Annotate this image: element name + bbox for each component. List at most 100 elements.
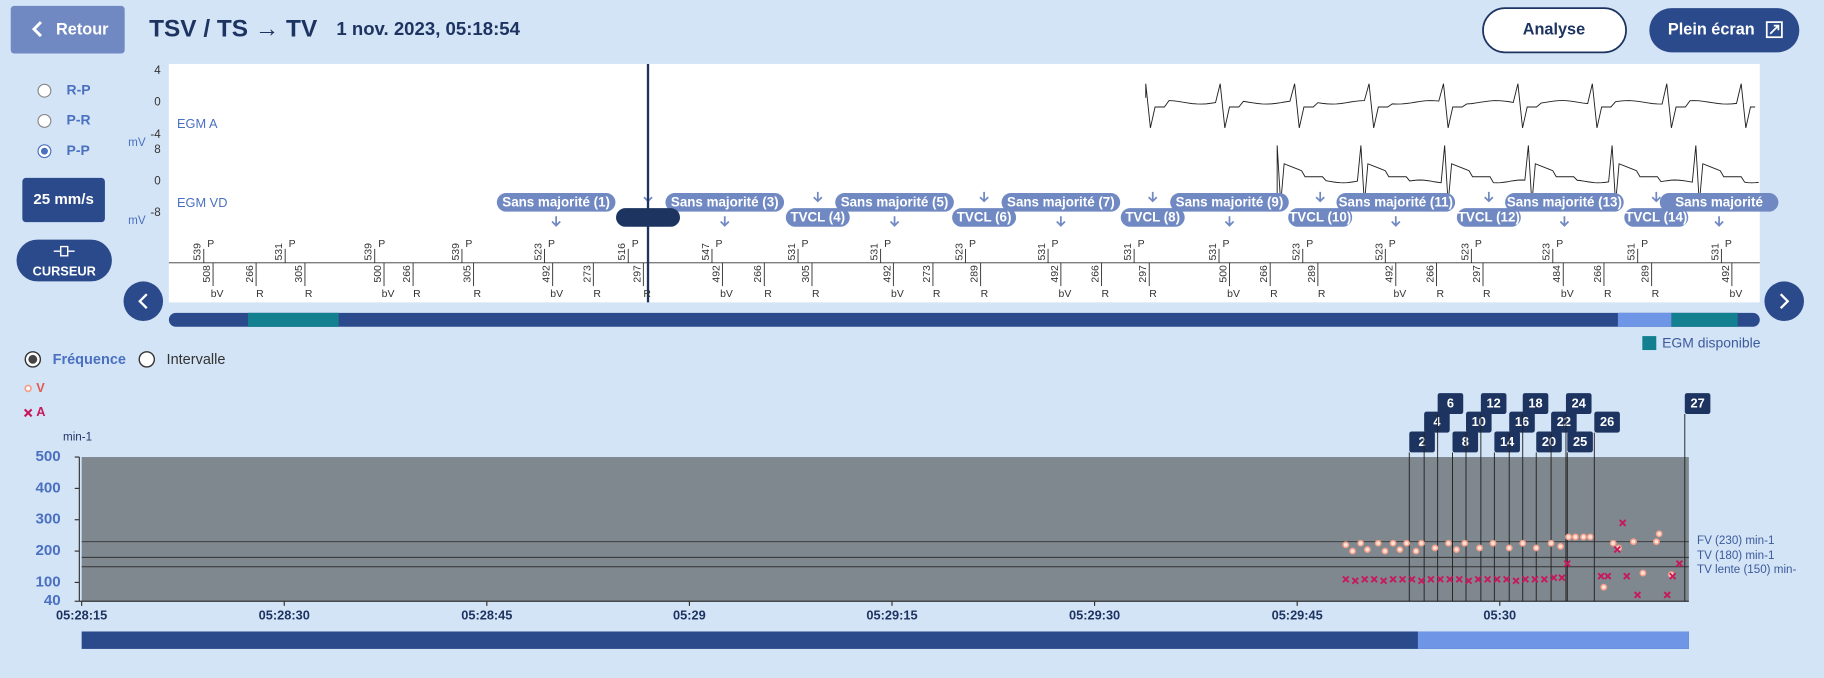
back-button-bg[interactable] [10,5,125,54]
fullscreen-button[interactable]: Plein écran [1649,8,1800,53]
event-box[interactable] [1536,431,1562,453]
radio-label[interactable]: R-P [67,81,91,97]
event-label[interactable]: TVCL (6) [957,210,1012,225]
event-pill[interactable] [952,208,1017,227]
event-pill[interactable] [1505,193,1624,212]
analyse-button-bg[interactable] [1482,7,1627,54]
timeline-window[interactable] [1417,631,1689,649]
back-label[interactable]: Retour [56,21,109,39]
fullscreen-button-bg[interactable] [1649,8,1800,53]
event-arrow [813,191,823,203]
cursor-button-bg[interactable] [16,239,112,282]
radio-label[interactable]: P-R [67,112,91,128]
radio-label[interactable]: P-P [67,142,90,158]
analyse-label[interactable]: Analyse [1523,21,1585,39]
event-pill[interactable] [665,193,785,212]
event-number[interactable]: 26 [1600,414,1614,429]
event-number[interactable]: 16 [1515,414,1529,429]
event-pill[interactable] [1001,193,1121,212]
event-number[interactable]: 10 [1472,414,1486,429]
beat-type: bV [720,289,733,300]
event-pill[interactable] [616,208,680,227]
event-number[interactable]: 2 [1419,434,1426,449]
mode-label[interactable]: Fréquence [53,352,126,368]
event-number[interactable]: 25 [1573,434,1587,449]
radio-button[interactable] [37,113,52,128]
cursor-label[interactable]: CURSEUR [33,264,96,279]
back-button[interactable]: Retour [10,5,125,54]
event-number[interactable]: 12 [1487,396,1501,411]
event-pill[interactable] [1659,193,1779,212]
event-pill[interactable] [1120,208,1185,227]
event-number[interactable]: 20 [1542,434,1556,449]
event-number[interactable]: 8 [1462,434,1469,449]
event-pill[interactable] [1336,193,1456,212]
a-point [1597,572,1605,580]
event-number[interactable]: 14 [1500,434,1515,449]
event-label[interactable]: Sans majorité [1675,194,1763,209]
egm-view-window[interactable] [1617,312,1672,327]
radio-button[interactable] [37,83,52,98]
beat-interval: 516 [617,243,628,261]
event-arrow [979,191,989,203]
next-button[interactable] [1764,281,1804,321]
mode-radio[interactable] [138,351,156,368]
event-label[interactable]: Sans majorité (7) [1007,194,1115,209]
event-number[interactable]: 22 [1557,414,1571,429]
event-label[interactable]: Sans majorité (5) [841,194,949,209]
event-pill[interactable] [1170,193,1289,212]
event-box[interactable] [1424,411,1450,433]
beat-interval: 523 [954,243,965,261]
event-label[interactable]: TVCL (4) [790,210,845,225]
event-pill[interactable] [1456,208,1521,227]
event-box[interactable] [1684,393,1711,415]
event-box[interactable] [1509,411,1535,433]
event-pill[interactable] [835,193,954,212]
event-box[interactable] [1567,431,1593,453]
event-label[interactable]: TVCL (8) [1125,210,1180,225]
event-box[interactable] [1594,411,1620,433]
prev-button-bg[interactable] [123,281,164,321]
event-box[interactable] [1437,393,1464,415]
cursor-button[interactable]: CURSEUR [16,239,112,282]
event-box[interactable] [1409,431,1435,453]
event-label[interactable]: Sans majorité (13) [1507,194,1622,209]
speed-button-bg[interactable] [22,177,105,223]
event-number[interactable]: 18 [1528,396,1542,411]
fullscreen-label[interactable]: Plein écran [1668,21,1755,39]
speed-button[interactable]: 25 mm/s [22,177,105,223]
event-pill[interactable] [1624,208,1689,227]
event-number[interactable]: 24 [1572,396,1587,411]
event-label[interactable]: TVCL (14) [1625,210,1687,225]
a-point [1380,577,1388,585]
event-box[interactable] [1466,411,1492,433]
event-label[interactable]: TVCL (12) [1458,210,1520,225]
event-label[interactable]: Sans majorité (1) [502,194,610,209]
x-tick-label: 05:29:45 [1272,608,1323,623]
beat-interval: 531 [1123,243,1134,261]
prev-button[interactable] [123,281,164,321]
event-box[interactable] [1480,393,1507,415]
threshold-label: FV (230) min-1 [1697,534,1774,547]
event-number[interactable]: 6 [1447,396,1454,411]
event-pill[interactable] [785,208,850,227]
a-point [1446,575,1454,583]
event-box[interactable] [1494,431,1520,453]
event-box[interactable] [1565,393,1592,415]
event-label[interactable]: Sans majorité (3) [671,194,779,209]
event-box[interactable] [1522,393,1549,415]
egm-scrollbar[interactable] [168,312,1760,327]
mode-label[interactable]: Intervalle [167,352,226,368]
analyse-button[interactable]: Analyse [1482,7,1627,54]
event-pill[interactable] [1288,208,1353,227]
event-box[interactable] [1551,411,1577,433]
event-number[interactable]: 27 [1690,396,1704,411]
speed-label[interactable]: 25 mm/s [33,191,93,208]
next-button-bg[interactable] [1764,281,1804,321]
event-label[interactable]: Sans majorité (11) [1339,194,1453,209]
event-pill[interactable] [496,193,616,212]
event-label[interactable]: TVCL (10) [1289,210,1351,225]
event-label[interactable]: Sans majorité (9) [1176,194,1284,209]
timeline-scrollbar[interactable] [81,631,1689,649]
event-box[interactable] [1452,431,1479,453]
